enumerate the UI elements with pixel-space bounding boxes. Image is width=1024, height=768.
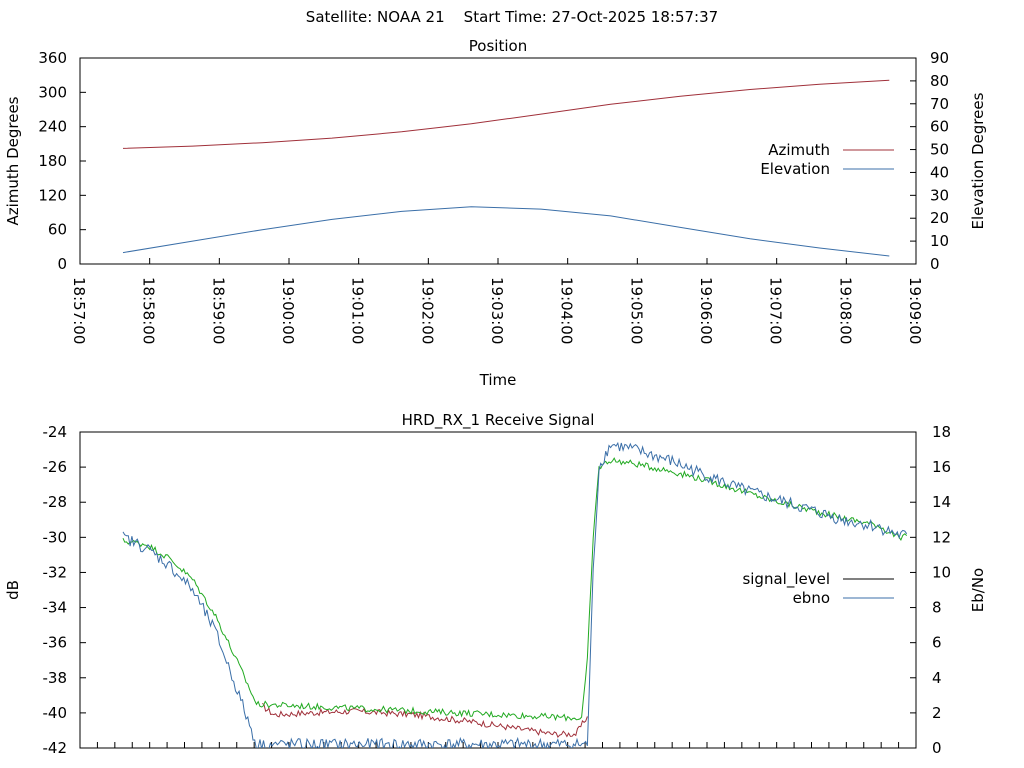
position-x-tick-label: 19:03:00	[488, 277, 506, 344]
position-y2-tick-label: 0	[930, 255, 940, 273]
position-title: Position	[469, 37, 527, 55]
position-x-tick-label: 19:07:00	[767, 277, 785, 344]
position-x-axis-label: Time	[479, 371, 517, 389]
position-y2-tick-label: 10	[930, 232, 949, 250]
position-y-tick-label: 180	[38, 152, 67, 170]
signal-title: HRD_RX_1 Receive Signal	[402, 411, 595, 430]
position-y2-tick-label: 70	[930, 95, 949, 113]
signal-y-tick-label: -38	[43, 669, 68, 687]
position-y-tick-label: 240	[38, 118, 67, 136]
position-y2-axis-label: Elevation Degrees	[969, 92, 987, 229]
signal-y2-tick-label: 6	[932, 634, 942, 652]
position-y2-tick-label: 60	[930, 118, 949, 136]
position-y-tick-label: 120	[38, 186, 67, 204]
position-x-tick-label: 18:59:00	[209, 277, 227, 344]
signal-chart: HRD_RX_1 Receive Signal -42 -40 -38 -36 -34 -3…	[4, 411, 987, 757]
signal-y-axis-label: dB	[4, 580, 22, 600]
position-y-tick-label: 360	[38, 49, 67, 67]
signal-y-tick-label: -32	[43, 563, 68, 581]
signal-y-tick-label: -28	[43, 493, 68, 511]
signal-y-tick-label: -30	[43, 528, 68, 546]
position-x-tick-label: 18:58:00	[140, 277, 158, 344]
position-x-tick-label: 19:02:00	[418, 277, 436, 344]
position-legend-label: Elevation	[760, 160, 830, 178]
position-x-tick-label: 19:00:00	[279, 277, 297, 344]
signal-y2-tick-label: 0	[932, 739, 942, 757]
position-y2-tick-label: 90	[930, 49, 949, 67]
signal-y-tick-label: -36	[43, 634, 68, 652]
signal-legend-label: ebno	[793, 589, 830, 607]
signal-y2-tick-label: 14	[932, 493, 951, 511]
signal-legend-label: signal_level	[742, 570, 830, 589]
page-title: Satellite: NOAA 21 Start Time: 27-Oct-20…	[305, 8, 719, 26]
position-x-tick-label: 19:09:00	[906, 277, 924, 344]
position-y2-tick-label: 40	[930, 163, 949, 181]
position-x-tick-label: 18:57:00	[70, 277, 88, 344]
position-series-azimuth-line	[122, 79, 890, 149]
signal-y-tick-label: -24	[43, 423, 68, 441]
signal-y2-tick-label: 12	[932, 528, 951, 546]
signal-y2-tick-label: 2	[932, 704, 942, 722]
signal-plot-frame	[79, 431, 917, 749]
position-legend-label: Azimuth	[768, 141, 830, 159]
position-x-tick-label: 19:01:00	[349, 277, 367, 344]
position-series-elevation-line	[122, 206, 890, 257]
position-y-tick-label: 60	[48, 221, 67, 239]
signal-y2-tick-label: 4	[932, 669, 942, 687]
signal-series-line-1	[122, 457, 908, 722]
position-x-tick-label: 19:08:00	[836, 277, 854, 344]
position-chart: Position 0 60 120 180 240 300 360 0 10 20 30 40 50 60 7…	[4, 37, 987, 389]
position-y2-tick-label: 30	[930, 186, 949, 204]
position-x-tick-label: 19:06:00	[697, 277, 715, 344]
signal-y-tick-label: -42	[43, 739, 68, 757]
signal-y-tick-label: -34	[43, 599, 68, 617]
position-y-tick-label: 0	[57, 255, 67, 273]
signal-y-tick-label: -26	[43, 458, 68, 476]
signal-y-tick-label: -40	[43, 704, 68, 722]
position-y2-tick-label: 20	[930, 209, 949, 227]
signal-y2-tick-label: 10	[932, 563, 951, 581]
position-y-tick-label: 300	[38, 83, 67, 101]
signal-y2-tick-label: 18	[932, 423, 951, 441]
position-y2-tick-label: 50	[930, 141, 949, 159]
position-y2-tick-label: 80	[930, 72, 949, 90]
position-x-tick-label: 19:05:00	[627, 277, 645, 344]
position-x-tick-label: 19:04:00	[558, 277, 576, 344]
signal-series-line-2	[122, 441, 908, 748]
signal-y2-axis-label: Eb/No	[969, 568, 987, 612]
signal-y2-tick-label: 16	[932, 458, 951, 476]
signal-y2-tick-label: 8	[932, 599, 942, 617]
position-y-axis-label: Azimuth Degrees	[4, 96, 22, 225]
signal-series-line-0	[262, 702, 588, 739]
